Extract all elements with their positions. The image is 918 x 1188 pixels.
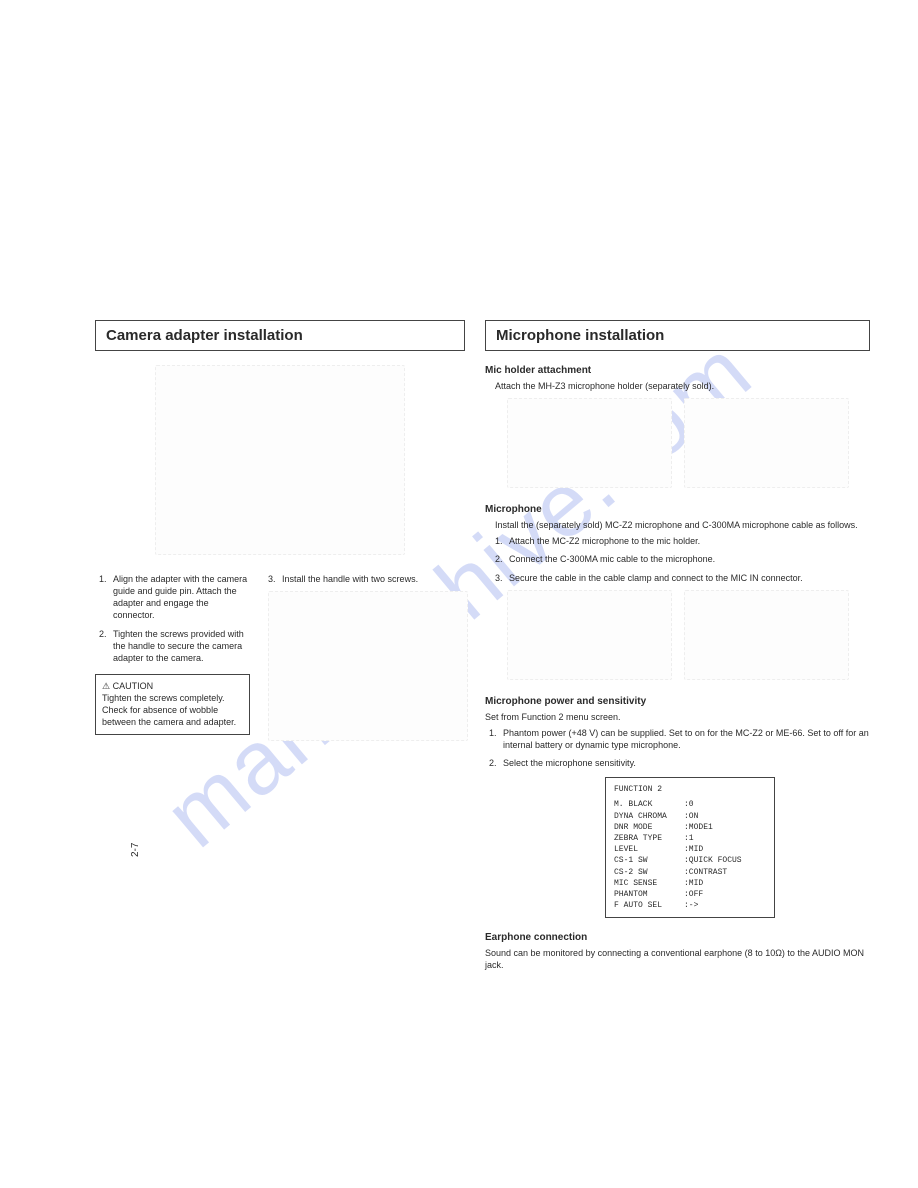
subhead-earphone: Earphone connection <box>485 932 870 943</box>
mic-step-2: 2. Connect the C-300MA mic cable to the … <box>495 553 870 565</box>
caution-box: CAUTION Tighten the screws completely. C… <box>95 674 250 735</box>
menu-key: CS-2 SW <box>614 867 684 878</box>
subhead-mic-power: Microphone power and sensitivity <box>485 696 870 707</box>
mic-step-1: 1. Attach the MC-Z2 microphone to the mi… <box>495 535 870 547</box>
figure-mic-holder-pair <box>485 398 870 488</box>
menu-key: DYNA CHROMA <box>614 811 684 822</box>
figure-microphone-1 <box>507 590 672 680</box>
menu-key: F AUTO SEL <box>614 900 684 911</box>
power-step-2: 2. Select the microphone sensitivity. <box>489 757 870 769</box>
step-text: Phantom power (+48 V) can be supplied. S… <box>503 727 870 751</box>
step-number: 1. <box>495 535 509 547</box>
step-text: Tighten the screws provided with the han… <box>113 628 250 664</box>
menu-key: PHANTOM <box>614 889 684 900</box>
menu-key: MIC SENSE <box>614 878 684 889</box>
step-number: 3. <box>495 572 509 584</box>
step-text: Secure the cable in the cable clamp and … <box>509 572 803 584</box>
step-number: 2. <box>99 628 113 664</box>
figure-mic-holder-2 <box>684 398 849 488</box>
step-2: 2. Tighten the screws provided with the … <box>99 628 250 664</box>
menu-title: FUNCTION 2 <box>614 784 766 795</box>
step-number: 2. <box>495 553 509 565</box>
menu-value: :MODE1 <box>684 822 713 833</box>
page-number: 2-7 <box>130 843 141 857</box>
step-text: Select the microphone sensitivity. <box>503 757 636 769</box>
menu-value: :CONTRAST <box>684 867 727 878</box>
mic-holder-text: Attach the MH-Z3 microphone holder (sepa… <box>495 380 870 392</box>
figure-camera-adapter-main <box>155 365 405 555</box>
menu-key: DNR MODE <box>614 822 684 833</box>
step-text: Align the adapter with the camera guide … <box>113 573 250 622</box>
menu-row: CS-2 SW:CONTRAST <box>614 867 766 878</box>
function2-menu-box: FUNCTION 2 M. BLACK:0DYNA CHROMA:ONDNR M… <box>605 777 775 918</box>
step-text: Install the handle with two screws. <box>282 573 418 585</box>
figure-handle-install <box>268 591 468 741</box>
microphone-intro: Install the (separately sold) MC-Z2 micr… <box>495 519 870 531</box>
menu-value: :MID <box>684 844 703 855</box>
step-number: 1. <box>489 727 503 751</box>
menu-key: M. BLACK <box>614 799 684 810</box>
menu-row: DNR MODE:MODE1 <box>614 822 766 833</box>
menu-key: ZEBRA TYPE <box>614 833 684 844</box>
menu-value: :OFF <box>684 889 703 900</box>
menu-value: :QUICK FOCUS <box>684 855 742 866</box>
camera-adapter-steps: 1. Align the adapter with the camera gui… <box>99 573 250 664</box>
menu-row: MIC SENSE:MID <box>614 878 766 889</box>
mic-step-3: 3. Secure the cable in the cable clamp a… <box>495 572 870 584</box>
figure-microphone-2 <box>684 590 849 680</box>
caution-label: CAUTION <box>102 680 243 692</box>
menu-row: ZEBRA TYPE:1 <box>614 833 766 844</box>
step-text: Connect the C-300MA mic cable to the mic… <box>509 553 715 565</box>
menu-value: :0 <box>684 799 694 810</box>
step-3: 3. Install the handle with two screws. <box>268 573 468 585</box>
figure-microphone-pair <box>485 590 870 680</box>
menu-value: :1 <box>684 833 694 844</box>
step-text: Attach the MC-Z2 microphone to the mic h… <box>509 535 700 547</box>
power-step-1: 1. Phantom power (+48 V) can be supplied… <box>489 727 870 751</box>
manual-page: Camera adapter installation 1. Align the… <box>95 320 870 976</box>
earphone-text: Sound can be monitored by connecting a c… <box>485 947 870 971</box>
menu-value: :-> <box>684 900 698 911</box>
menu-key: LEVEL <box>614 844 684 855</box>
menu-row: PHANTOM:OFF <box>614 889 766 900</box>
section-title-camera-adapter: Camera adapter installation <box>95 320 465 351</box>
mic-power-intro: Set from Function 2 menu screen. <box>485 711 870 723</box>
figure-mic-holder-1 <box>507 398 672 488</box>
menu-key: CS-1 SW <box>614 855 684 866</box>
caution-text: Tighten the screws completely. Check for… <box>102 692 243 728</box>
subhead-mic-holder: Mic holder attachment <box>485 365 870 376</box>
right-column: Microphone installation Mic holder attac… <box>485 320 870 976</box>
menu-value: :MID <box>684 878 703 889</box>
step-number: 1. <box>99 573 113 622</box>
step-number: 2. <box>489 757 503 769</box>
menu-row: CS-1 SW:QUICK FOCUS <box>614 855 766 866</box>
mic-power-steps: 1. Phantom power (+48 V) can be supplied… <box>489 727 870 769</box>
subhead-microphone: Microphone <box>485 504 870 515</box>
left-column: Camera adapter installation 1. Align the… <box>95 320 465 976</box>
menu-value: :ON <box>684 811 698 822</box>
step-number: 3. <box>268 573 282 585</box>
menu-row: F AUTO SEL:-> <box>614 900 766 911</box>
microphone-steps: 1. Attach the MC-Z2 microphone to the mi… <box>495 535 870 583</box>
menu-row: M. BLACK:0 <box>614 799 766 810</box>
step-1: 1. Align the adapter with the camera gui… <box>99 573 250 622</box>
menu-row: DYNA CHROMA:ON <box>614 811 766 822</box>
section-title-microphone: Microphone installation <box>485 320 870 351</box>
menu-row: LEVEL:MID <box>614 844 766 855</box>
